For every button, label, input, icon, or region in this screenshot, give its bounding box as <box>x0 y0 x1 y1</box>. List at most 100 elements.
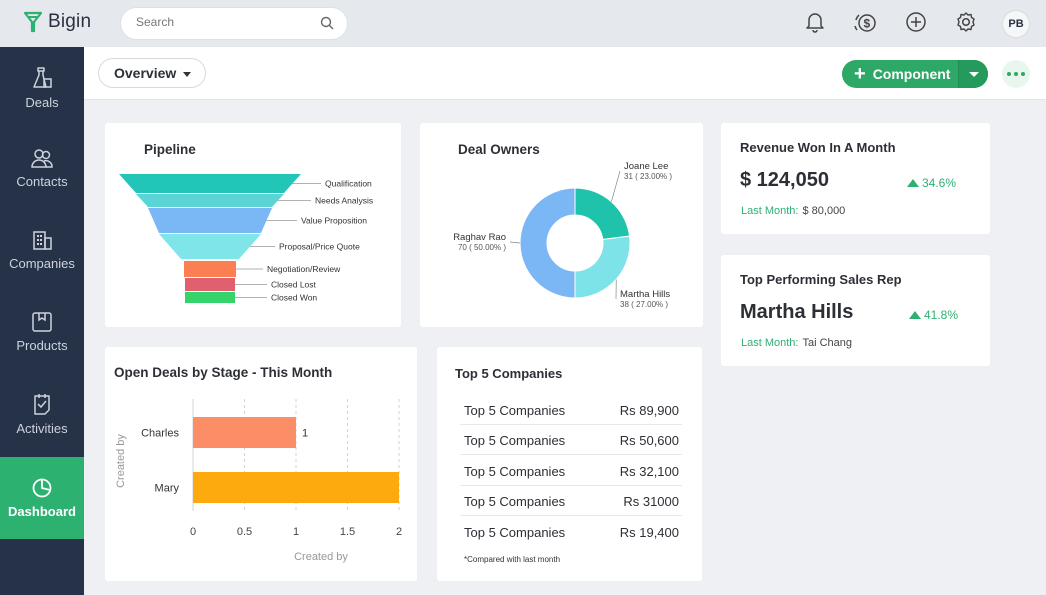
company-name: Top 5 Companies <box>464 403 566 418</box>
more-options-button[interactable] <box>1002 60 1030 88</box>
revenue-title: Revenue Won In A Month <box>740 140 896 155</box>
table-row[interactable]: Top 5 Companies Rs 19,400 <box>460 517 682 547</box>
table-row[interactable]: Top 5 Companies Rs 89,900 <box>460 395 682 425</box>
donut-slice[interactable] <box>519 187 576 299</box>
search-input[interactable] <box>136 15 316 29</box>
sidebar-item-label: Deals <box>25 95 59 110</box>
open-deals-title: Open Deals by Stage - This Month <box>114 365 333 380</box>
funnel-stage[interactable] <box>136 194 284 207</box>
funnel-stage[interactable] <box>185 278 235 291</box>
trend-up-icon <box>907 179 919 187</box>
company-name: Top 5 Companies <box>464 433 566 448</box>
pipeline-card: Pipeline Qualification Needs Analysis Valu… <box>105 123 401 327</box>
funnel-stage[interactable] <box>119 174 301 193</box>
search-box[interactable] <box>121 8 347 39</box>
donut-slice-name: Martha Hills <box>620 289 670 300</box>
deals-icon <box>33 67 52 88</box>
sidebar-item-companies[interactable]: Companies <box>0 209 84 291</box>
funnel-stage-label: Negotiation/Review <box>267 264 341 274</box>
top-bar: Bigin $ PB <box>0 0 1046 47</box>
funnel-stage[interactable] <box>185 292 235 303</box>
pipeline-title: Pipeline <box>144 142 196 157</box>
donut-slice-name: Raghav Rao <box>453 232 506 243</box>
activities-icon <box>34 394 50 415</box>
top-rep-title: Top Performing Sales Rep <box>740 272 902 287</box>
main-header: Overview + Component <box>84 47 1046 100</box>
top-companies-card: Top 5 Companies Top 5 Companies Rs 89,900… <box>437 347 702 581</box>
x-axis-title: Created by <box>294 551 348 563</box>
sidebar-item-activities[interactable]: Activities <box>0 373 84 455</box>
sidebar: Deals Contacts Companies Products Activi… <box>0 47 84 595</box>
sidebar-item-label: Dashboard <box>8 504 76 519</box>
component-dropdown-toggle[interactable] <box>958 60 988 88</box>
top-rep-last-label: Last Month: <box>741 337 799 349</box>
dollar-sync-icon[interactable]: $ <box>853 11 879 40</box>
funnel-stage-label: Proposal/Price Quote <box>279 242 360 252</box>
company-value: Rs 31000 <box>623 494 679 509</box>
products-icon <box>32 312 52 332</box>
gear-icon[interactable] <box>955 11 977 38</box>
svg-text:$: $ <box>864 17 871 31</box>
sidebar-item-label: Companies <box>9 256 75 271</box>
sidebar-item-contacts[interactable]: Contacts <box>0 127 84 209</box>
donut-slice[interactable] <box>574 235 631 299</box>
revenue-change-value: 34.6% <box>922 176 957 190</box>
top-rep-name: Martha Hills <box>740 301 854 323</box>
trend-up-icon <box>909 311 921 319</box>
donut-slice-value: 38 ( 27.00% ) <box>620 300 668 309</box>
deal-owners-card: Deal Owners Joane Lee 31 ( 23.00% ) Martha… <box>420 123 703 327</box>
dot-icon <box>1021 72 1025 76</box>
top-rep-last-value: Tai Chang <box>802 337 853 349</box>
contacts-icon <box>31 149 53 168</box>
top-rep-last-month: Last Month: Tai Chang <box>741 337 852 349</box>
funnel-stage[interactable] <box>159 234 261 259</box>
top-rep-change: 41.8% <box>909 308 958 322</box>
search-icon[interactable] <box>320 16 334 35</box>
open-deals-card: Open Deals by Stage - This Month 0 0.5 1 1.… <box>105 347 417 581</box>
company-name: Top 5 Companies <box>464 464 566 479</box>
funnel-stage-label: Value Proposition <box>301 216 367 226</box>
table-row[interactable]: Top 5 Companies Rs 32,100 <box>460 456 682 486</box>
sidebar-item-label: Products <box>16 338 68 353</box>
donut-slice[interactable] <box>574 187 631 241</box>
y-category-label: Charles <box>141 428 179 440</box>
x-tick-label: 0 <box>190 526 196 538</box>
company-name: Top 5 Companies <box>464 525 566 540</box>
table-row[interactable]: Top 5 Companies Rs 31000 <box>460 486 682 516</box>
sidebar-item-products[interactable]: Products <box>0 291 84 373</box>
sidebar-item-dashboard[interactable]: Dashboard <box>0 457 84 539</box>
funnel-stage-label: Closed Won <box>271 293 317 303</box>
revenue-change: 34.6% <box>907 176 956 190</box>
pipeline-funnel: Qualification Needs Analysis Value Proposi… <box>119 174 373 303</box>
bell-icon[interactable] <box>805 11 825 38</box>
plus-circle-icon[interactable] <box>905 11 927 38</box>
view-selector[interactable]: Overview <box>98 58 206 88</box>
bar[interactable] <box>193 472 399 503</box>
app-logo[interactable]: Bigin <box>24 11 91 33</box>
sidebar-item-deals[interactable]: Deals <box>0 47 84 129</box>
dashboard-content: Pipeline Qualification Needs Analysis Valu… <box>84 100 1046 595</box>
company-value: Rs 50,600 <box>619 433 679 448</box>
x-tick-label: 1 <box>293 526 299 538</box>
open-deals-chart: 0 0.5 1 1.5 2 Charles 1 Mary Created by Created b… <box>115 399 402 563</box>
add-component-button[interactable]: + Component <box>842 60 988 88</box>
chevron-down-icon <box>183 72 191 77</box>
funnel-stage[interactable] <box>184 261 236 277</box>
add-component-label: Component <box>872 66 951 82</box>
app-name: Bigin <box>48 11 92 32</box>
top-rep-card: Top Performing Sales Rep Martha Hills 41… <box>721 255 990 366</box>
avatar[interactable]: PB <box>1002 10 1030 38</box>
x-tick-label: 0.5 <box>237 526 252 538</box>
donut-slice-name: Joane Lee <box>624 161 668 172</box>
sidebar-item-label: Contacts <box>16 174 68 189</box>
bar-data-label: 1 <box>302 428 308 440</box>
y-axis-title: Created by <box>115 434 127 488</box>
table-row[interactable]: Top 5 Companies Rs 50,600 <box>460 425 682 455</box>
funnel-stage[interactable] <box>148 208 272 233</box>
donut-leader-line <box>611 170 621 202</box>
company-value: Rs 32,100 <box>619 464 679 479</box>
funnel-stage-label: Qualification <box>325 179 372 189</box>
bar[interactable] <box>193 417 296 448</box>
x-tick-label: 1.5 <box>340 526 355 538</box>
